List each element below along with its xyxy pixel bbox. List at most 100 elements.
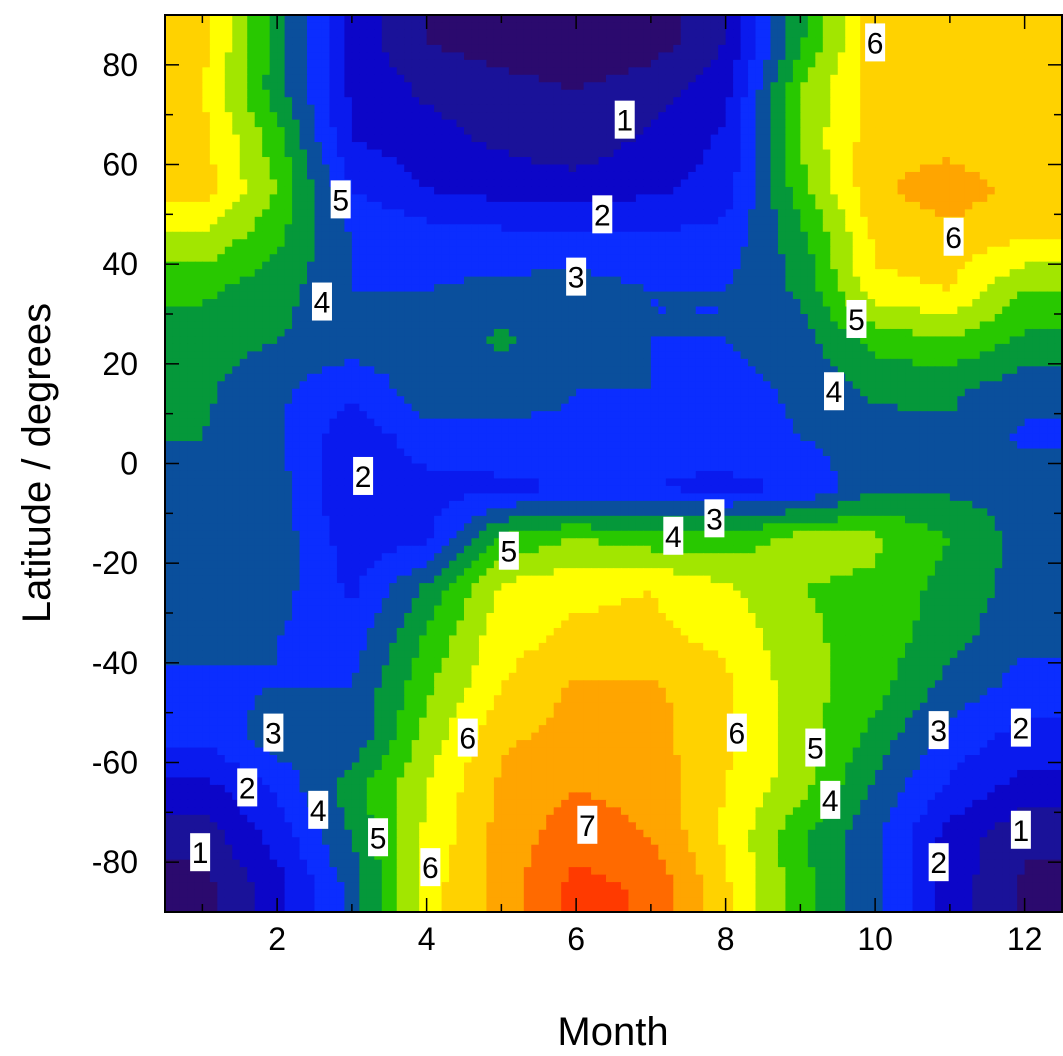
- contour-cell: [254, 157, 263, 166]
- contour-cell: [1009, 127, 1018, 136]
- contour-cell: [523, 44, 532, 53]
- contour-cell: [277, 119, 286, 128]
- contour-cell: [845, 269, 854, 278]
- contour-cell: [523, 67, 532, 76]
- contour-cell: [703, 216, 712, 225]
- contour-cell: [613, 44, 622, 53]
- contour-cell: [927, 201, 936, 210]
- contour-cell: [792, 97, 801, 106]
- contour-cell: [464, 29, 473, 39]
- contour-cell: [680, 209, 689, 218]
- contour-cell: [336, 171, 345, 181]
- contour-cell: [777, 157, 787, 166]
- contour-cell: [591, 119, 600, 128]
- contour-cell: [351, 246, 360, 255]
- contour-cell: [837, 306, 846, 315]
- contour-cell: [389, 186, 398, 195]
- contour-cell: [508, 74, 517, 83]
- contour-cell: [396, 97, 405, 106]
- contour-cell: [1002, 209, 1011, 218]
- contour-cell: [815, 59, 824, 68]
- contour-cell: [351, 321, 360, 330]
- contour-cell: [224, 37, 233, 46]
- contour-cell: [957, 306, 966, 315]
- contour-cell: [688, 299, 697, 308]
- contour-cell: [172, 209, 181, 218]
- contour-cell: [366, 194, 375, 203]
- contour-cell: [972, 179, 981, 188]
- contour-cell: [822, 119, 831, 128]
- contour-cell: [501, 276, 510, 285]
- contour-cell: [606, 276, 615, 285]
- contour-cell: [792, 291, 801, 300]
- contour-cell: [389, 306, 398, 315]
- contour-cell: [501, 89, 510, 98]
- contour-cell: [232, 254, 241, 263]
- contour-cell: [411, 231, 420, 240]
- contour-cell: [374, 321, 383, 330]
- contour-cell: [523, 314, 532, 323]
- contour-cell: [919, 231, 929, 240]
- contour-cell: [934, 97, 943, 106]
- contour-cell: [464, 171, 473, 181]
- contour-cell: [837, 291, 846, 300]
- contour-cell: [755, 104, 764, 113]
- contour-cell: [643, 201, 652, 210]
- contour-cell: [927, 134, 936, 143]
- contour-cell: [807, 164, 816, 173]
- contour-cell: [777, 209, 787, 218]
- contour-cell: [658, 194, 667, 203]
- contour-cell: [561, 37, 570, 46]
- contour-cell: [591, 112, 600, 121]
- contour-cell: [897, 276, 906, 285]
- contour-cell: [695, 321, 704, 330]
- contour-cell: [277, 291, 286, 300]
- contour-cell: [381, 89, 390, 98]
- contour-cell: [344, 37, 353, 46]
- contour-cell: [680, 321, 689, 330]
- contour-cell: [374, 216, 383, 225]
- contour-cell: [919, 179, 929, 188]
- contour-cell: [359, 179, 368, 188]
- contour-cell: [194, 44, 203, 53]
- contour-cell: [635, 321, 644, 330]
- contour-cell: [875, 82, 884, 91]
- contour-cell: [404, 37, 413, 46]
- contour-cell: [553, 142, 562, 151]
- contour-cell: [994, 216, 1003, 225]
- contour-cell: [262, 67, 271, 76]
- contour-cell: [927, 82, 936, 91]
- contour-cell: [927, 239, 936, 248]
- contour-cell: [770, 97, 779, 106]
- contour-cell: [366, 97, 375, 106]
- contour-cell: [1017, 157, 1026, 166]
- contour-cell: [860, 97, 869, 106]
- contour-cell: [882, 171, 891, 181]
- contour-cell: [919, 171, 929, 181]
- contour-cell: [1002, 29, 1011, 39]
- contour-cell: [635, 254, 644, 263]
- contour-cell: [994, 127, 1003, 136]
- contour-cell: [262, 276, 271, 285]
- contour-cell: [718, 52, 727, 61]
- contour-cell: [807, 201, 816, 210]
- contour-cell: [852, 254, 861, 263]
- contour-cell: [860, 142, 869, 151]
- contour-cell: [912, 142, 921, 151]
- contour-cell: [658, 37, 667, 46]
- contour-cell: [501, 291, 510, 300]
- contour-cell: [359, 314, 368, 323]
- contour-cell: [336, 254, 345, 263]
- contour-cell: [897, 89, 906, 98]
- contour-cell: [867, 314, 876, 323]
- contour-cell: [598, 15, 607, 24]
- contour-cell: [165, 37, 174, 46]
- contour-cell: [426, 216, 435, 225]
- contour-cell: [725, 239, 734, 248]
- contour-cell: [688, 321, 697, 330]
- contour-cell: [897, 306, 906, 315]
- contour-cell: [336, 74, 345, 83]
- contour-cell: [972, 104, 981, 113]
- contour-cell: [179, 306, 189, 315]
- contour-cell: [942, 157, 951, 166]
